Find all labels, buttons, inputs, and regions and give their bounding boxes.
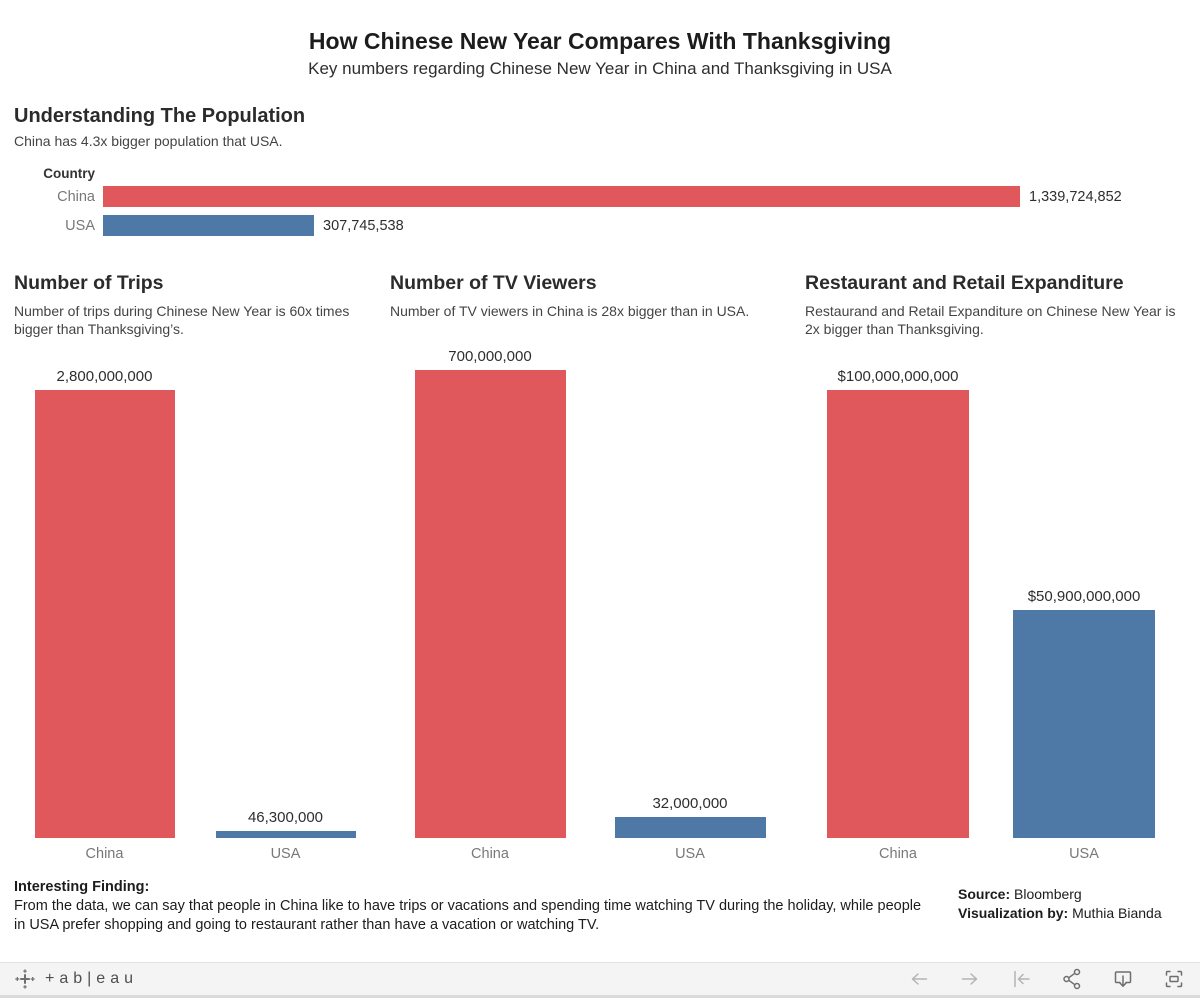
redo-icon[interactable] — [958, 967, 982, 991]
download-icon[interactable] — [1111, 967, 1135, 991]
source-line: Source: Bloomberg — [958, 885, 1162, 904]
population-axis-header: Country — [43, 166, 95, 181]
source-label: Source: — [958, 886, 1011, 902]
expenditure-value-usa: $50,900,000,000 — [1027, 588, 1141, 605]
tv-viewers-chart: 700,000,000 32,000,000 — [390, 340, 790, 838]
expenditure-section: Restaurant and Retail Expanditure Restau… — [805, 272, 1177, 862]
expenditure-axis: China USA — [805, 846, 1177, 862]
viz-value: Muthia Bianda — [1072, 905, 1162, 921]
population-subheading: China has 4.3x bigger population that US… — [14, 133, 283, 149]
tv-axis-usa: USA — [675, 846, 705, 862]
expenditure-subheading: Restaurand and Retail Expanditure on Chi… — [805, 303, 1176, 337]
expenditure-bar-china[interactable] — [827, 390, 969, 838]
population-row-china: China 1,339,724,852 — [14, 186, 1174, 207]
reset-icon[interactable] — [1009, 967, 1033, 991]
population-bar-china[interactable] — [103, 186, 1020, 207]
population-value-china: 1,339,724,852 — [1029, 188, 1122, 205]
tableau-logo[interactable]: +ab|eau — [14, 968, 138, 990]
page-title: How Chinese New Year Compares With Thank… — [308, 28, 892, 54]
page-subtitle: Key numbers regarding Chinese New Year i… — [308, 59, 892, 78]
trips-subheading: Number of trips during Chinese New Year … — [14, 303, 350, 337]
window-bottom-edge — [0, 995, 1200, 998]
toolbar-actions — [907, 967, 1186, 991]
interesting-finding: Interesting Finding: From the data, we c… — [14, 879, 934, 934]
expenditure-axis-china: China — [879, 846, 917, 862]
expenditure-chart: $100,000,000,000 $50,900,000,000 — [805, 340, 1177, 838]
population-label-china: China — [57, 188, 95, 205]
expenditure-bar-group-china: $100,000,000,000 — [827, 340, 969, 838]
undo-icon[interactable] — [907, 967, 931, 991]
fullscreen-icon[interactable] — [1162, 967, 1186, 991]
trips-bar-group-usa: 46,300,000 — [215, 340, 356, 838]
tv-viewers-subheading: Number of TV viewers in China is 28x big… — [390, 303, 750, 319]
tv-bar-group-usa: 32,000,000 — [614, 340, 766, 838]
trips-bar-group-china: 2,800,000,000 — [34, 340, 175, 838]
tv-viewers-axis: China USA — [390, 846, 790, 862]
finding-label: Interesting Finding: — [14, 879, 150, 895]
credits: Source: Bloomberg Visualization by: Muth… — [958, 885, 1162, 923]
expenditure-value-china: $100,000,000,000 — [837, 368, 959, 385]
tableau-toolbar: +ab|eau — [0, 962, 1200, 995]
tv-bar-usa[interactable] — [614, 817, 766, 838]
share-icon[interactable] — [1060, 967, 1084, 991]
viz-line: Visualization by: Muthia Bianda — [958, 904, 1162, 923]
population-chart: Country China 1,339,724,852 USA 307,745,… — [14, 166, 1174, 244]
tableau-mark-icon — [15, 969, 35, 989]
trips-value-china: 2,800,000,000 — [56, 368, 153, 385]
trips-axis-usa: USA — [270, 846, 301, 862]
tv-viewers-heading: Number of TV Viewers — [390, 272, 597, 294]
tv-bar-group-china: 700,000,000 — [414, 340, 566, 838]
trips-axis: China USA — [14, 846, 376, 862]
population-label-usa: USA — [65, 217, 95, 234]
population-heading: Understanding The Population — [14, 105, 306, 127]
trips-bar-china[interactable] — [34, 390, 175, 838]
population-bar-usa[interactable] — [103, 215, 314, 236]
viz-label: Visualization by: — [958, 905, 1069, 921]
population-row-usa: USA 307,745,538 — [14, 215, 1174, 236]
source-value: Bloomberg — [1014, 886, 1082, 902]
tv-value-usa: 32,000,000 — [652, 795, 728, 812]
expenditure-heading: Restaurant and Retail Expanditure — [805, 272, 1124, 294]
trips-section: Number of Trips Number of trips during C… — [14, 272, 376, 862]
expenditure-bar-usa[interactable] — [1013, 610, 1155, 838]
tv-viewers-section: Number of TV Viewers Number of TV viewer… — [390, 272, 790, 862]
finding-text: From the data, we can say that people in… — [14, 898, 922, 933]
population-value-usa: 307,745,538 — [323, 217, 404, 234]
tv-axis-china: China — [471, 846, 509, 862]
expenditure-axis-usa: USA — [1069, 846, 1099, 862]
tv-bar-china[interactable] — [414, 370, 566, 838]
tv-value-china: 700,000,000 — [448, 348, 532, 365]
expenditure-bar-group-usa: $50,900,000,000 — [1013, 340, 1155, 838]
tableau-wordmark: +ab|eau — [45, 970, 138, 987]
trips-heading: Number of Trips — [14, 272, 164, 294]
trips-value-usa: 46,300,000 — [247, 809, 324, 826]
trips-bar-usa[interactable] — [215, 831, 356, 838]
trips-axis-china: China — [85, 846, 124, 862]
trips-chart: 2,800,000,000 46,300,000 — [14, 340, 376, 838]
